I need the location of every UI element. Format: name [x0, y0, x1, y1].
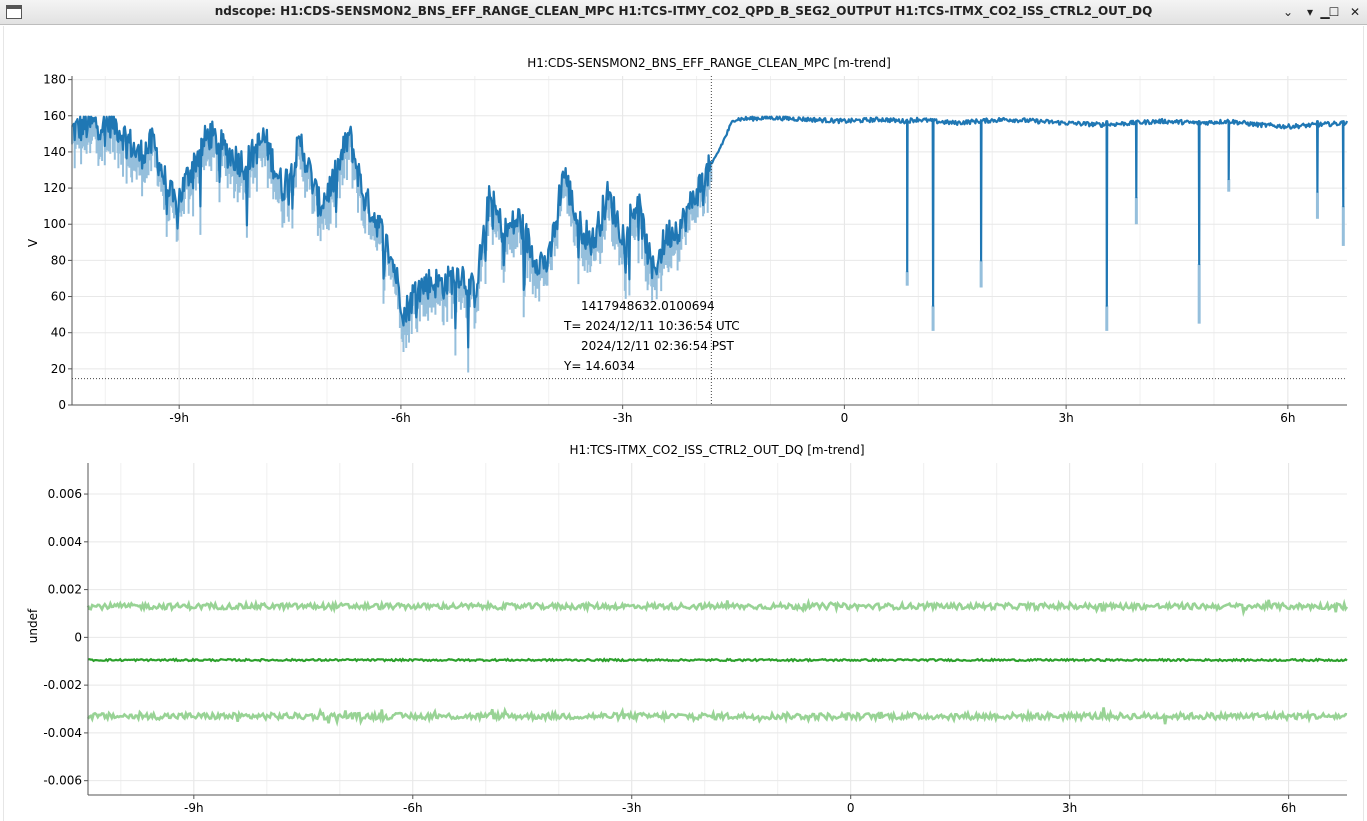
maximize-icon[interactable]: ☐ — [1328, 5, 1340, 19]
y-tick-label: 180 — [43, 73, 66, 87]
mean-trace-range — [71, 115, 1349, 349]
grid-range — [72, 76, 1347, 406]
x-tick-label: 6h — [1280, 411, 1295, 425]
y-tick-label: 0.002 — [48, 583, 82, 597]
window-titlebar[interactable]: ndscope: H1:CDS-SENSMON2_BNS_EFF_RANGE_C… — [0, 0, 1367, 25]
cursor-readout-line: 2024/12/11 02:36:54 PST — [581, 339, 735, 353]
x-tick-label: -9h — [184, 801, 204, 815]
x-tick-label: -6h — [403, 801, 423, 815]
trace-mean — [87, 657, 1348, 663]
envelope-trace-range — [71, 116, 713, 373]
y-tick-label: 0.004 — [48, 535, 82, 549]
y-tick-label: 120 — [43, 181, 66, 195]
y-tick-label: 0.006 — [48, 487, 82, 501]
plot-co2-iss[interactable]: H1:TCS-ITMX_CO2_ISS_CTRL2_OUT_DQ [m-tren… — [26, 443, 1349, 815]
y-tick-label: 20 — [51, 362, 66, 376]
window-menu-icon[interactable]: ▾ — [1306, 5, 1314, 19]
y-tick-label: 160 — [43, 109, 66, 123]
axes-range: 0 20 40 60 80 100 120 140 160 180 -9h -6h -3h 0 3h 6h — [43, 73, 1347, 425]
window-title: ndscope: H1:CDS-SENSMON2_BNS_EFF_RANGE_C… — [214, 4, 1153, 18]
y-tick-label: -0.002 — [43, 678, 82, 692]
cursor-readout-line: 1417948632.0100694 — [581, 299, 715, 313]
axes-co2-iss: -0.006 -0.004 -0.002 0 0.002 0.004 0.006 -9h -6h… — [43, 463, 1347, 815]
plot-title-range: H1:CDS-SENSMON2_BNS_EFF_RANGE_CLEAN_MPC … — [527, 56, 891, 70]
trace-max — [86, 597, 1349, 618]
traces-range — [71, 115, 1349, 373]
minimize-icon[interactable]: ▁ — [1320, 5, 1330, 19]
y-tick-label: 140 — [43, 145, 66, 159]
x-tick-label: -3h — [613, 411, 633, 425]
cursor-readout-line: Y= 14.6034 — [563, 359, 635, 373]
x-tick-label: -6h — [391, 411, 411, 425]
x-tick-label: 6h — [1281, 801, 1296, 815]
x-tick-label: -9h — [169, 411, 189, 425]
plot-range[interactable]: H1:CDS-SENSMON2_BNS_EFF_RANGE_CLEAN_MPC … — [26, 56, 1349, 425]
grid-co2-iss — [88, 463, 1347, 795]
y-tick-label: -0.006 — [43, 774, 82, 788]
plot-title-co2-iss: H1:TCS-ITMX_CO2_ISS_CTRL2_OUT_DQ [m-tren… — [569, 443, 864, 457]
y-tick-label: 0 — [74, 630, 82, 644]
y-tick-label: -0.004 — [43, 726, 82, 740]
x-tick-label: 3h — [1059, 411, 1074, 425]
x-tick-label: -3h — [622, 801, 642, 815]
cursor-readout-line: T= 2024/12/11 10:36:54 UTC — [563, 319, 740, 333]
x-tick-label: 3h — [1062, 801, 1077, 815]
window-app-icon[interactable] — [6, 5, 22, 19]
traces-co2-iss — [86, 597, 1349, 727]
y-axis-label-range: V — [26, 238, 40, 247]
y-axis-label-co2-iss: undef — [26, 608, 40, 643]
y-tick-label: 0 — [58, 398, 66, 412]
y-tick-label: 40 — [51, 326, 66, 340]
cursor-crosshair[interactable]: 1417948632.0100694 T= 2024/12/11 10:36:54… — [72, 76, 1347, 405]
close-icon[interactable]: ✕ — [1349, 5, 1361, 19]
y-tick-label: 100 — [43, 217, 66, 231]
y-tick-label: 80 — [51, 253, 66, 267]
shade-icon[interactable]: ⌄ — [1282, 5, 1294, 19]
trace-min — [86, 706, 1348, 727]
x-tick-label: 0 — [847, 801, 855, 815]
y-tick-label: 60 — [51, 290, 66, 304]
x-tick-label: 0 — [841, 411, 849, 425]
